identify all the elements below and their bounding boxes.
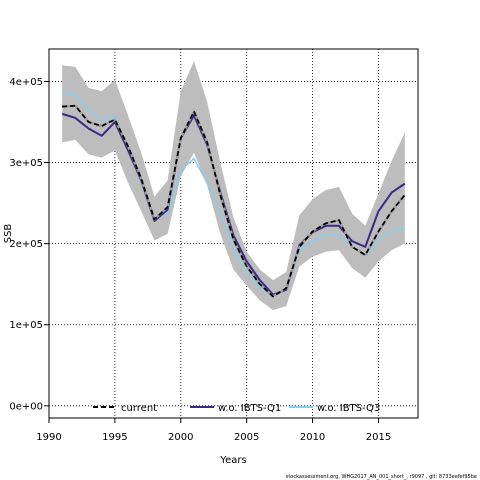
confidence-band-layer	[62, 61, 405, 311]
y-axis: 0e+00 1e+05 2e+05 3e+05 4e+05	[9, 77, 49, 412]
y-axis-title: SSB	[3, 224, 14, 244]
legend-label-2: w.o. IBTS-Q3	[317, 403, 380, 414]
x-axis: 1990 1995 2000 2005 2010 2015	[36, 418, 391, 443]
x-tick-label-1: 1995	[102, 432, 127, 443]
y-tick-label-3: 3e+05	[9, 158, 43, 169]
legend-label-0: current	[121, 403, 157, 414]
x-tick-label-4: 2010	[300, 432, 325, 443]
x-tick-label-2: 2000	[168, 432, 193, 443]
x-axis-title: Years	[219, 455, 246, 466]
series-layer	[61, 92, 406, 298]
y-tick-label-0: 0e+00	[9, 401, 43, 412]
x-tick-label-0: 1990	[36, 432, 61, 443]
y-tick-label-4: 4e+05	[9, 77, 43, 88]
y-tick-label-2: 2e+05	[9, 239, 43, 250]
x-tick-label-3: 2005	[234, 432, 259, 443]
y-tick-label-1: 1e+05	[9, 320, 43, 331]
series-line-0	[62, 104, 406, 298]
footer-text: stockassessment.org, WHG2017_AN_001_shor…	[286, 474, 477, 480]
legend: current w.o. IBTS-Q1 w.o. IBTS-Q3	[93, 403, 380, 414]
x-tick-label-5: 2015	[366, 432, 391, 443]
legend-label-1: w.o. IBTS-Q1	[218, 403, 281, 414]
confidence-band	[62, 61, 405, 311]
plot-frame	[48, 48, 419, 419]
